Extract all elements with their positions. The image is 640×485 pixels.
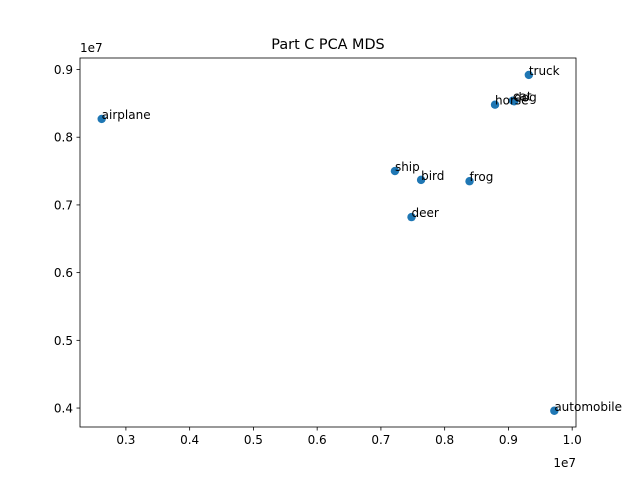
x-tick-label: 0.6 [308,433,327,447]
data-point-dog [509,97,519,106]
data-point-bird [416,175,426,185]
point-label-dog: dog [514,90,537,104]
point-label-automobile: automobile [554,400,622,414]
y-tick-label: 0.8 [54,131,73,145]
point-label-cat: cat [513,90,532,104]
data-point-horse [490,100,500,109]
x-tick-label: 0.5 [244,433,263,447]
x-tick-label: 0.9 [499,433,518,447]
point-label-airplane: airplane [102,108,151,122]
y-tick-label: 0.7 [54,198,73,212]
data-point-deer [407,212,416,222]
point-label-bird: bird [421,169,444,183]
data-point-truck [524,70,534,80]
y-axis-offset-label: 1e7 [80,41,103,55]
y-tick-label: 0.5 [54,334,73,348]
data-point-airplane [97,114,106,124]
y-tick-label: 0.6 [54,266,73,280]
x-tick-label: 0.7 [371,433,390,447]
data-points [97,70,559,415]
data-point-automobile [550,406,559,415]
data-point-ship [390,166,400,176]
x-tick-label: 1.0 [563,433,582,447]
data-point-frog [465,177,474,186]
x-tick-label: 0.4 [180,433,199,447]
point-labels: airplane automobile bird cat deer dog frog hors… [102,64,622,414]
x-tick-label: 0.3 [116,433,135,447]
x-axis-offset-label: 1e7 [553,456,576,470]
axis-ticks: 0.3 0.4 0.5 0.6 0.7 0.8 0.9 1.0 0.4 0.5 0.6 0.7 0.8 0… [54,63,582,447]
point-label-horse: horse [495,94,529,108]
y-tick-label: 0.9 [54,63,73,77]
x-tick-label: 0.8 [435,433,454,447]
chart-title: Part C PCA MDS [271,37,384,53]
point-label-ship: ship [395,160,420,174]
y-tick-label: 0.4 [54,402,73,416]
plot-area-frame [79,57,577,428]
point-label-frog: frog [470,170,494,184]
point-label-deer: deer [412,206,439,220]
point-label-truck: truck [529,64,560,78]
